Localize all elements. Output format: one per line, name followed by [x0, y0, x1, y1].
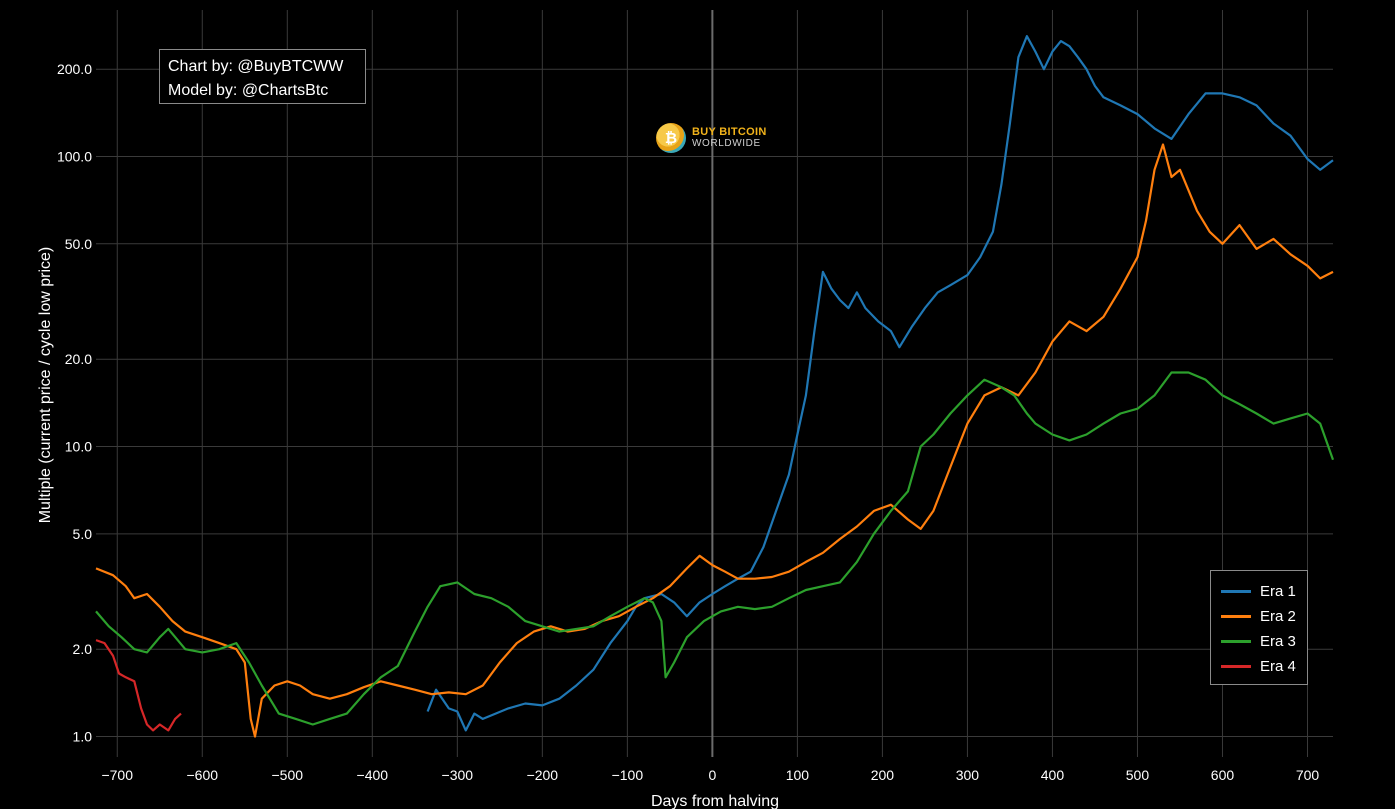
- y-tick-label: 50.0: [65, 236, 92, 252]
- x-tick-label: 500: [1126, 767, 1150, 783]
- x-tick-label: 100: [786, 767, 810, 783]
- y-tick-label: 10.0: [65, 439, 92, 455]
- legend-item-era-4: Era 4: [1221, 654, 1297, 679]
- x-tick-label: 300: [956, 767, 980, 783]
- legend-label-era-1: Era 1: [1260, 583, 1296, 600]
- legend: Era 1 Era 2 Era 3 Era 4: [1210, 570, 1308, 685]
- series-line-era-1: [426, 35, 1334, 732]
- legend-swatch-era-1: [1221, 590, 1251, 593]
- y-axis-title: Multiple (current price / cycle low pric…: [37, 247, 54, 524]
- x-tick-label: −500: [272, 767, 304, 783]
- logo-wordmark: BUY BITCOIN WORLDWIDE: [692, 126, 767, 150]
- x-tick-label: −200: [527, 767, 559, 783]
- y-tick-label: 20.0: [65, 351, 92, 367]
- x-axis-title: Days from halving: [651, 793, 779, 809]
- legend-item-era-2: Era 2: [1221, 604, 1297, 629]
- credit-chart-by: Chart by: @BuyBTCWW: [168, 58, 344, 75]
- x-tick-label: −400: [357, 767, 389, 783]
- x-tick-label: −700: [101, 767, 133, 783]
- bitcoin-coin-icon: ₿: [656, 123, 686, 153]
- buy-bitcoin-worldwide-logo: ₿ BUY BITCOIN WORLDWIDE: [656, 122, 767, 154]
- x-tick-label: 600: [1211, 767, 1235, 783]
- x-axis-ticks: −700 −600 −500 −400 −300 −200 −100 0 100 200 300 40…: [101, 767, 1319, 783]
- x-tick-label: −600: [186, 767, 218, 783]
- x-tick-label: 700: [1296, 767, 1320, 783]
- series-line-era-4: [95, 639, 182, 732]
- x-tick-label: 400: [1041, 767, 1065, 783]
- x-tick-label: 200: [871, 767, 895, 783]
- y-tick-label: 100.0: [57, 149, 92, 165]
- y-axis-ticks: 1.0 2.0 5.0 10.0 20.0 50.0 100.0 200.0: [57, 61, 92, 744]
- legend-label-era-3: Era 3: [1260, 633, 1296, 650]
- legend-item-era-1: Era 1: [1221, 579, 1297, 604]
- legend-label-era-2: Era 2: [1260, 608, 1296, 625]
- series-line-era-3: [95, 371, 1335, 726]
- logo-line-2: WORLDWIDE: [692, 138, 761, 149]
- x-tick-label: −100: [612, 767, 644, 783]
- legend-swatch-era-4: [1221, 665, 1251, 668]
- y-tick-label: 2.0: [73, 641, 93, 657]
- series-lines: [95, 35, 1335, 738]
- legend-item-era-3: Era 3: [1221, 629, 1297, 654]
- legend-swatch-era-3: [1221, 640, 1251, 643]
- series-line-era-2: [95, 143, 1334, 738]
- x-tick-label: 0: [708, 767, 716, 783]
- legend-label-era-4: Era 4: [1260, 658, 1296, 675]
- y-tick-label: 1.0: [73, 729, 93, 745]
- credit-box: Chart by: @BuyBTCWW Model by: @ChartsBtc: [159, 49, 366, 104]
- y-tick-label: 5.0: [73, 526, 93, 542]
- legend-swatch-era-2: [1221, 615, 1251, 618]
- y-tick-label: 200.0: [57, 61, 92, 77]
- credit-model-by: Model by: @ChartsBtc: [168, 82, 329, 99]
- x-tick-label: −300: [442, 767, 474, 783]
- logo-line-1: BUY BITCOIN: [692, 126, 767, 138]
